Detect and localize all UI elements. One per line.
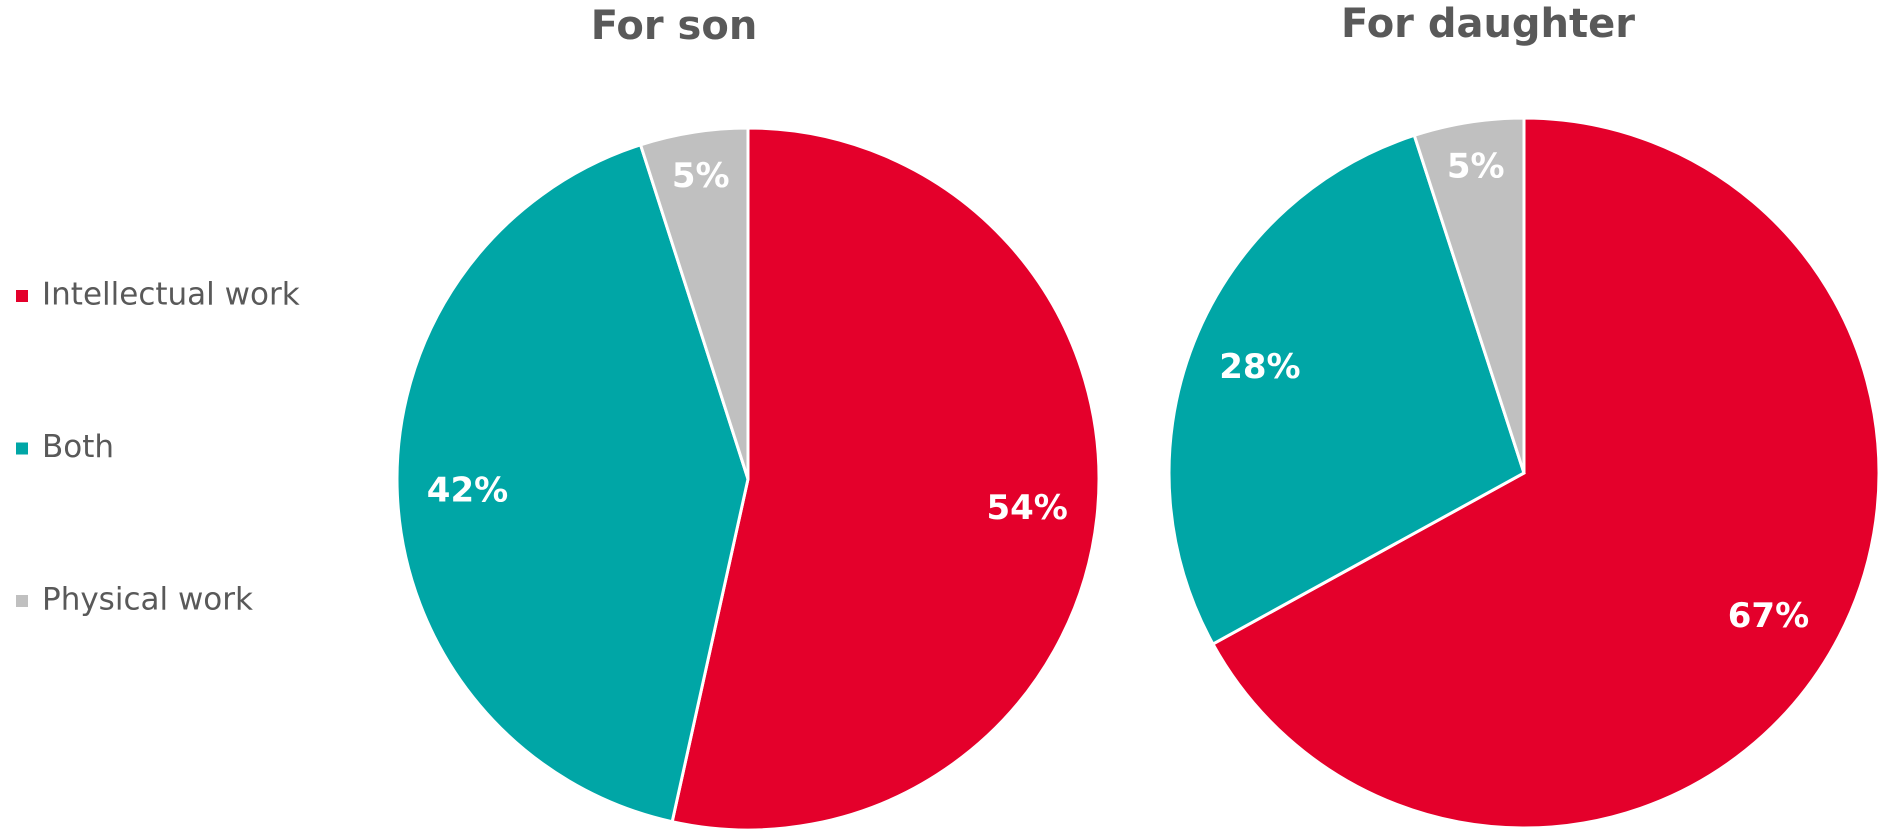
- value-label: 5%: [1447, 146, 1505, 186]
- legend-swatch: [16, 595, 28, 607]
- legend-label: Physical work: [42, 582, 253, 618]
- legend-swatch: [16, 442, 28, 455]
- value-label: 42%: [427, 471, 508, 511]
- pie-slice: [670, 126, 1101, 832]
- pie-slice: [1167, 133, 1526, 647]
- chart-title: For daughter: [1341, 1, 1635, 47]
- pie-slice: [1412, 116, 1526, 474]
- value-label: 28%: [1219, 347, 1300, 387]
- chart-title: For son: [591, 3, 758, 49]
- legend-swatch: [16, 290, 28, 302]
- pie-slice: [638, 126, 750, 480]
- pie-slice: [395, 142, 750, 824]
- value-label: 5%: [672, 156, 730, 196]
- legend-label: Intellectual work: [42, 277, 300, 313]
- value-label: 67%: [1728, 596, 1809, 636]
- pie-slice: [1210, 116, 1881, 830]
- legend-label: Both: [42, 429, 114, 465]
- value-label: 54%: [986, 488, 1067, 528]
